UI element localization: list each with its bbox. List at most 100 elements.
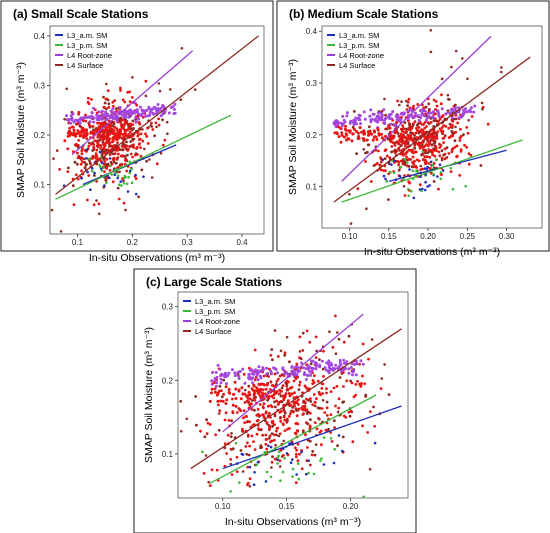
scatter-point xyxy=(277,392,281,396)
scatter-point xyxy=(105,140,109,144)
scatter-point xyxy=(282,368,286,372)
scatter-point xyxy=(87,144,91,148)
scatter-point xyxy=(242,409,246,412)
scatter-point xyxy=(108,176,111,180)
scatter-point xyxy=(382,108,386,112)
scatter-point xyxy=(295,362,299,366)
scatter-point xyxy=(457,116,461,120)
regression-lines xyxy=(55,35,259,200)
scatter-point xyxy=(85,148,89,152)
scatter-point xyxy=(305,329,309,333)
scatter-point xyxy=(376,111,380,115)
panel-title: (b) Medium Scale Stations xyxy=(289,7,439,21)
scatter-point xyxy=(121,148,125,152)
scatter-point xyxy=(362,139,366,143)
scatter-point xyxy=(71,133,75,137)
scatter-point xyxy=(447,126,451,130)
scatter-point xyxy=(410,148,414,152)
scatter-point xyxy=(147,126,150,129)
scatter-point xyxy=(443,134,447,138)
scatter-point xyxy=(330,440,334,443)
scatter-point xyxy=(349,410,353,413)
x-tick-label: 0.30 xyxy=(499,232,515,241)
scatter-point xyxy=(282,415,286,419)
scatter-point xyxy=(74,134,78,138)
scatter-point xyxy=(298,452,301,456)
scatter-point xyxy=(82,119,85,123)
scatter-point xyxy=(222,378,226,382)
scatter-point xyxy=(395,118,399,122)
scatter-point xyxy=(96,141,99,145)
scatter-point xyxy=(318,417,321,421)
scatter-point xyxy=(103,160,107,163)
scatter-point xyxy=(108,157,112,160)
scatter-point xyxy=(88,157,91,161)
scatter-point xyxy=(80,149,84,153)
scatter-point xyxy=(87,96,90,100)
scatter-point xyxy=(350,139,354,143)
scatter-point xyxy=(230,432,233,435)
scatter-point xyxy=(306,446,309,449)
scatter-point xyxy=(338,361,342,365)
scatter-point xyxy=(145,135,149,138)
scatter-point xyxy=(161,118,165,122)
scatter-point xyxy=(267,444,270,448)
scatter-point xyxy=(436,175,439,178)
panel-frame xyxy=(0,0,274,252)
scatter-point xyxy=(324,368,328,372)
x-tick-label: 0.1 xyxy=(72,238,84,247)
scatter-point xyxy=(307,459,310,463)
scatter-point xyxy=(111,131,115,135)
scatter-point xyxy=(443,157,447,161)
scatter-point xyxy=(127,124,130,128)
scatter-point xyxy=(427,122,431,125)
scatter-point xyxy=(217,403,220,407)
scatter-point xyxy=(109,122,113,126)
scatter-point xyxy=(123,100,127,104)
scatter-point xyxy=(429,171,433,175)
scatter-point xyxy=(131,123,135,126)
scatter-point xyxy=(405,130,408,134)
scatter-point xyxy=(467,119,470,122)
scatter-point xyxy=(205,418,209,422)
scatter-point xyxy=(280,386,284,390)
scatter-point xyxy=(285,335,289,339)
scatter-point xyxy=(405,99,408,103)
scatter-point xyxy=(92,116,96,120)
scatter-point xyxy=(227,419,231,422)
scatter-point xyxy=(405,108,409,111)
scatter-point xyxy=(72,120,76,124)
scatter-point xyxy=(423,120,427,124)
scatter-point xyxy=(269,380,273,384)
scatter-point xyxy=(87,123,91,127)
scatter-point xyxy=(214,384,218,388)
scatter-point xyxy=(221,399,225,403)
scatter-point xyxy=(243,381,247,385)
scatter-point xyxy=(241,453,245,456)
scatter-point xyxy=(102,143,105,147)
scatter-point xyxy=(427,102,431,106)
scatter-point xyxy=(262,382,265,386)
scatter-point xyxy=(424,180,427,184)
scatter-point xyxy=(369,120,373,124)
scatter-point xyxy=(367,125,371,129)
scatter-point xyxy=(341,435,345,439)
scatter-point xyxy=(327,427,330,431)
scatter-point xyxy=(201,450,204,454)
scatter-point xyxy=(210,379,214,383)
scatter-point xyxy=(277,434,281,438)
scatter-point xyxy=(103,184,106,187)
scatter-point xyxy=(396,131,400,135)
scatter-point xyxy=(294,481,298,485)
scatter-point xyxy=(129,108,133,112)
scatter-point xyxy=(102,165,106,169)
scatter-point xyxy=(428,135,432,138)
scatter-point xyxy=(426,185,429,188)
scatter-point xyxy=(311,382,315,385)
scatter-point xyxy=(354,373,358,377)
scatter-point xyxy=(65,114,68,118)
plot-area xyxy=(321,25,543,229)
scatter-point xyxy=(220,395,224,399)
scatter-point xyxy=(224,411,228,415)
scatter-point xyxy=(389,122,393,126)
